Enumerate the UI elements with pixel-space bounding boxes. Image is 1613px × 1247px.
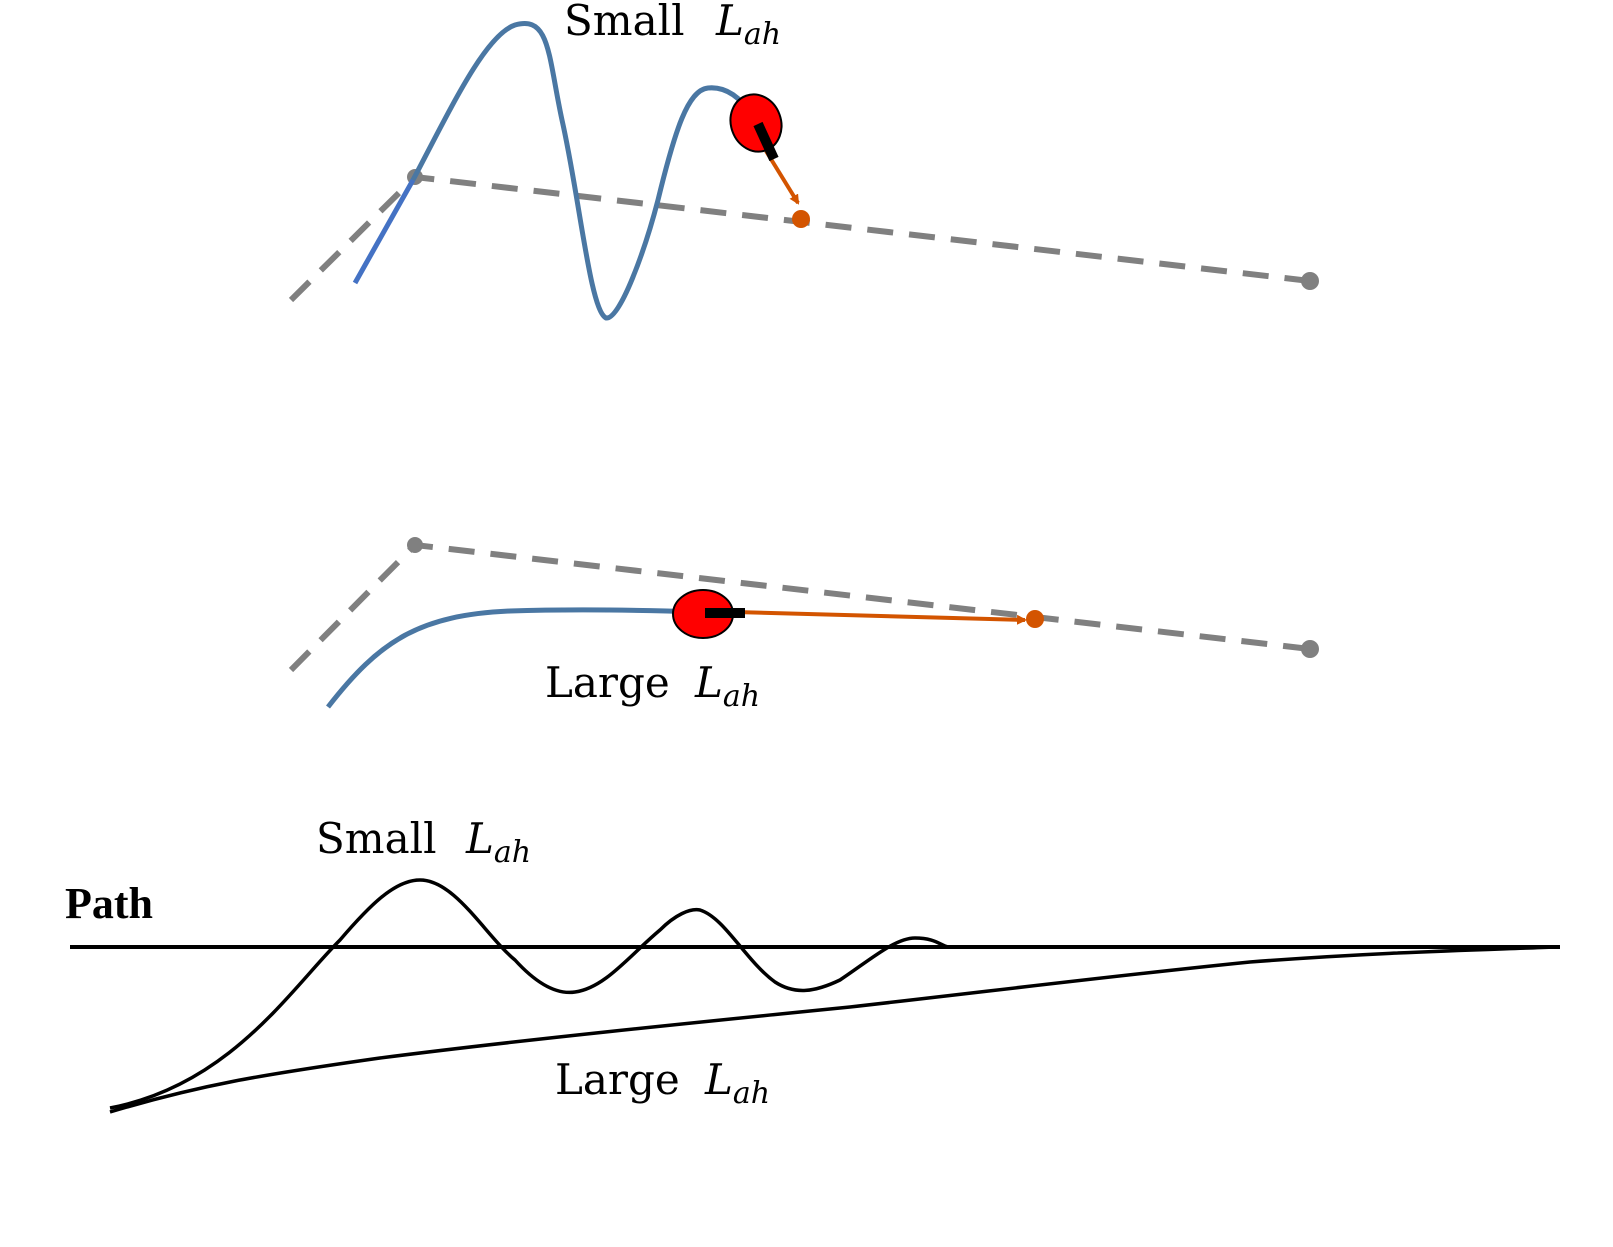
panel-large-lookahead: Large Lah — [288, 537, 1319, 714]
waypoint-node — [407, 537, 423, 553]
large-lookahead-response — [109, 945, 1556, 1114]
lookahead-goal-point — [1026, 610, 1044, 628]
oscillating-trajectory — [410, 21, 755, 321]
reference-path-dashed — [288, 173, 1311, 303]
trajectory-start-segment — [352, 178, 416, 285]
label-lookahead: Lah — [704, 1055, 770, 1111]
small-lookahead-response — [109, 878, 949, 1110]
label-lookahead: Lah — [694, 658, 760, 714]
waypoint-node — [1301, 272, 1319, 290]
label-large: Large — [555, 1055, 680, 1104]
label-small: Small — [564, 0, 685, 45]
reference-path-dashed — [288, 541, 1311, 673]
goal-arrow — [734, 610, 1027, 625]
lookahead-goal-point — [792, 210, 810, 228]
panel-small-lookahead: Small Lah — [288, 0, 1319, 321]
label-path: Path — [65, 879, 153, 928]
vehicle — [729, 93, 783, 162]
label-small: Small — [316, 814, 437, 863]
waypoint-node — [1301, 640, 1319, 658]
label-lookahead: Lah — [465, 814, 531, 870]
label-large: Large — [545, 658, 670, 707]
label-lookahead: Lah — [715, 0, 781, 52]
vehicle — [672, 589, 745, 639]
panel-response-comparison: Path Small Lah Large Lah — [65, 814, 1560, 1114]
smooth-trajectory — [326, 607, 701, 709]
